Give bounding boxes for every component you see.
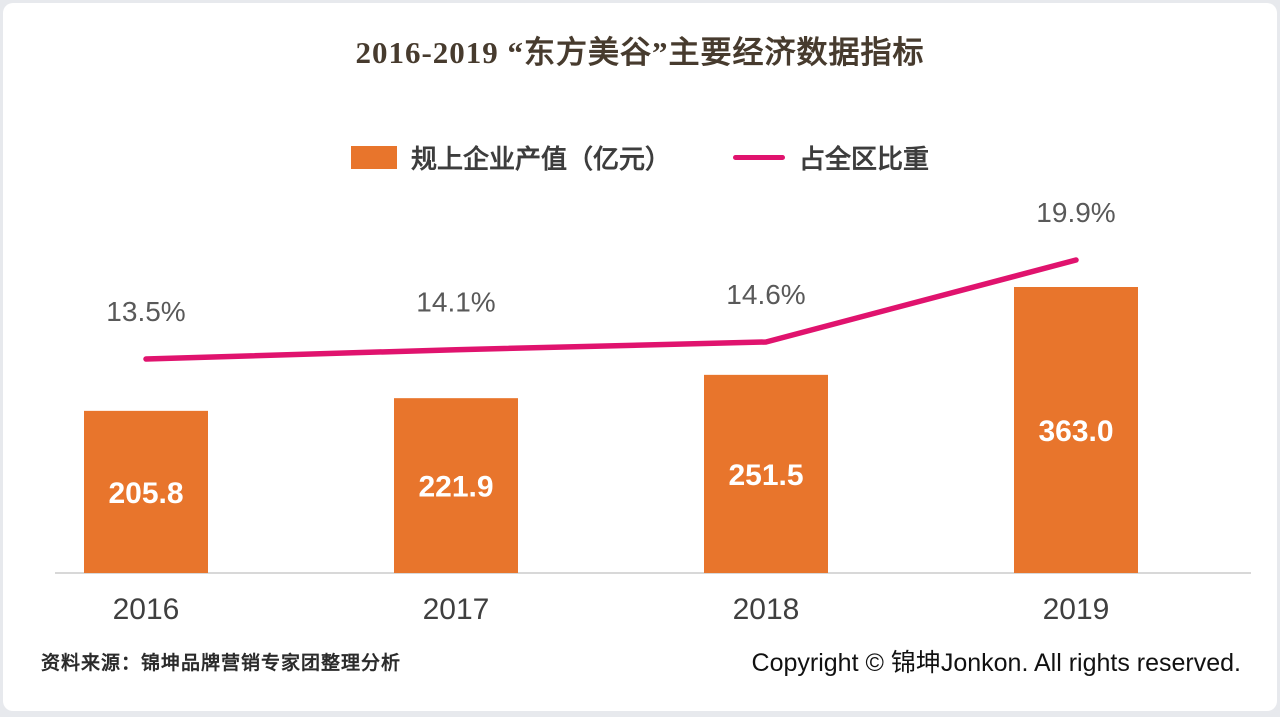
copyright-note: Copyright © 锦坤Jonkon. All rights reserve… <box>751 649 1241 677</box>
ratio-line <box>143 257 1079 362</box>
bar-value-label-2017: 221.9 <box>418 471 493 504</box>
line-value-label-2018: 14.6% <box>726 279 805 310</box>
legend-line-label: 占全区比重 <box>799 144 930 174</box>
legend: 规上企业产值（亿元） 占全区比重 <box>3 139 1277 176</box>
bar-value-label-2019: 363.0 <box>1038 415 1113 448</box>
bar-value-label-2016: 205.8 <box>108 477 183 510</box>
line-value-label-2017: 14.1% <box>416 287 495 318</box>
x-tick-label-2018: 2018 <box>733 593 800 626</box>
bar-value-label-2018: 251.5 <box>728 459 803 492</box>
source-note: 资料来源：锦坤品牌营销专家团整理分析 <box>41 653 402 674</box>
x-tick-label-2016: 2016 <box>113 593 180 626</box>
bar-2016 <box>84 410 208 573</box>
line-value-label-2016: 13.5% <box>106 296 185 327</box>
bar-2018 <box>704 374 828 573</box>
x-tick-label-2017: 2017 <box>423 593 490 626</box>
legend-bar-label: 规上企业产值（亿元） <box>410 144 671 174</box>
chart-card: 2016-2019 “东方美谷”主要经济数据指标 规上企业产值（亿元） 占全区比… <box>3 3 1277 711</box>
legend-bar-swatch-icon <box>350 146 397 169</box>
chart-title: 2016-2019 “东方美谷”主要经济数据指标 <box>355 35 925 70</box>
bar-2017 <box>394 398 518 573</box>
legend-line-swatch-icon <box>733 155 785 160</box>
chart-plot-area: 205.8 2016 221.9 2017 251.5 2018 363.0 2019 13.5… <box>55 197 1251 626</box>
x-tick-label-2019: 2019 <box>1043 593 1110 626</box>
bar-2019 <box>1014 287 1138 573</box>
line-value-label-2019: 19.9% <box>1036 197 1115 228</box>
